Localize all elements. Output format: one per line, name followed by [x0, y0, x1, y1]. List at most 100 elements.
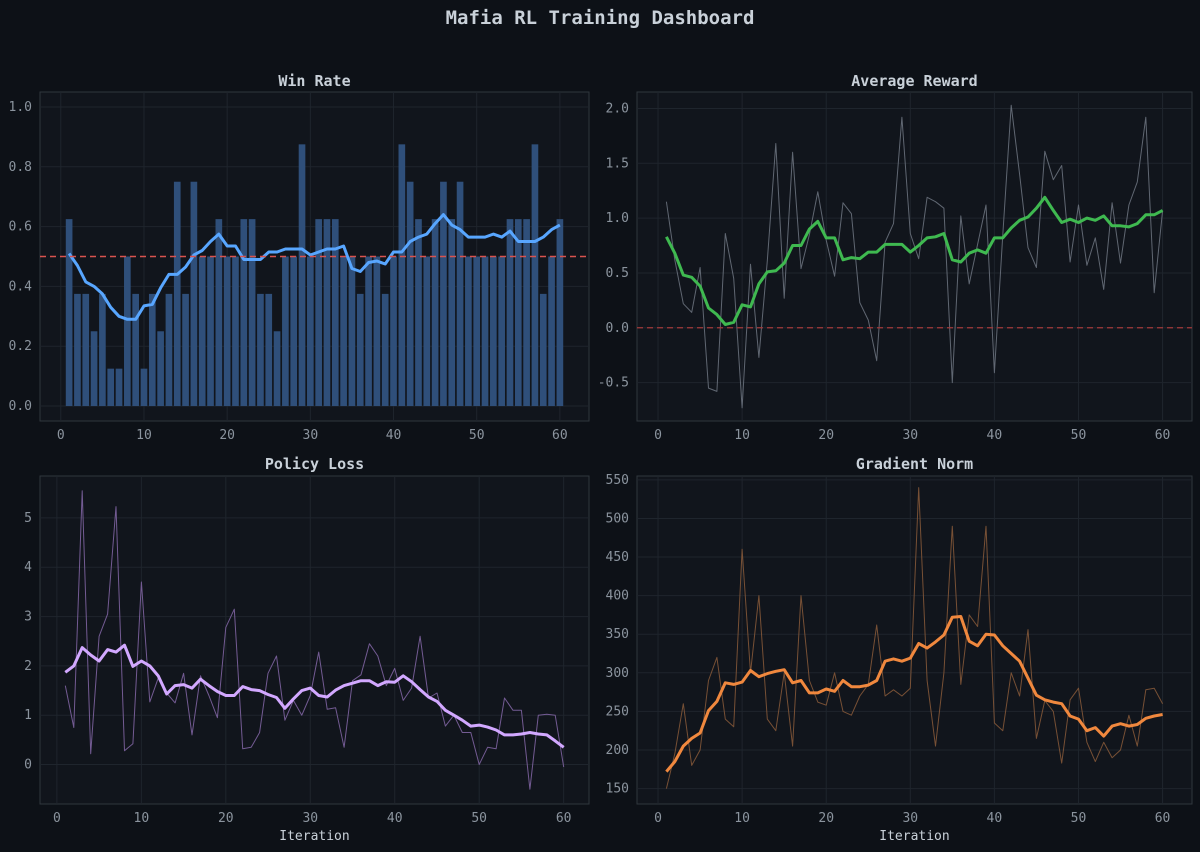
win-bar [165, 293, 173, 407]
win-bar [456, 181, 464, 407]
win-rate-title: Win Rate [278, 72, 350, 90]
win-x-tick-label: 10 [136, 428, 152, 443]
win-y-tick-label: 0.2 [9, 339, 32, 354]
win-bar [415, 219, 422, 407]
win-bar [498, 256, 505, 407]
loss-plot-area [39, 475, 590, 805]
win-bar [448, 219, 456, 407]
win-x-tick-label: 0 [57, 428, 65, 443]
reward-x-tick-label: 0 [654, 428, 662, 443]
loss-x-tick-label: 10 [134, 811, 150, 826]
reward-y-tick-label: 2.0 [606, 101, 629, 116]
win-x-tick-label: 60 [552, 428, 568, 443]
win-bar [65, 219, 73, 407]
reward-x-tick-label: 50 [1071, 428, 1087, 443]
grad-y-tick-label: 450 [606, 550, 629, 565]
win-bar [182, 293, 189, 407]
win-bar [140, 368, 148, 407]
win-bar [282, 256, 289, 407]
win-bar [548, 256, 555, 407]
win-x-tick-label: 20 [219, 428, 235, 443]
loss-x-tick-label: 20 [218, 811, 234, 826]
reward-raw-line [665, 104, 1164, 409]
loss-y-tick-label: 2 [24, 659, 32, 674]
win-y-tick-label: 0.6 [9, 220, 32, 235]
win-bar [423, 256, 431, 407]
grad-x-tick-label: 30 [902, 811, 918, 826]
win-x-tick-label: 40 [386, 428, 402, 443]
win-smoothed-line [67, 213, 561, 321]
reward-x-tick-label: 10 [734, 428, 750, 443]
loss-y-tick-label: 4 [24, 560, 32, 575]
win-bar [232, 256, 239, 407]
win-bar [514, 219, 522, 407]
dashboard-title: Mafia RL Training Dashboard [446, 7, 755, 29]
win-bar [207, 256, 214, 407]
win-bar [115, 368, 123, 407]
win-bar [273, 331, 281, 407]
win-bar [82, 293, 90, 407]
win-bar [190, 181, 198, 407]
win-bar [257, 293, 264, 407]
win-bar [373, 256, 381, 407]
win-bar [340, 256, 347, 407]
win-bar [490, 256, 497, 407]
win-bar [265, 293, 273, 407]
win-y-tick-label: 1.0 [9, 100, 32, 115]
grad-x-tick-label: 50 [1071, 811, 1087, 826]
grad-x-tick-label: 0 [654, 811, 662, 826]
win-bar [124, 256, 131, 407]
win-bar [290, 256, 298, 407]
grad-x-tick-label: 40 [987, 811, 1003, 826]
grad-y-tick-label: 250 [606, 704, 629, 719]
loss-x-tick-label: 40 [387, 811, 403, 826]
win-bar [99, 293, 106, 407]
win-x-tick-label: 50 [469, 428, 485, 443]
grad-y-tick-label: 200 [606, 743, 629, 758]
win-bar [331, 219, 339, 407]
reward-y-tick-label: 0.5 [606, 266, 629, 281]
grad-y-tick-label: 400 [606, 589, 629, 604]
loss-y-tick-label: 0 [24, 758, 32, 773]
win-bar [90, 331, 98, 407]
win-bar [223, 256, 231, 407]
win-plot-area [39, 91, 590, 422]
grad-y-tick-label: 550 [606, 473, 629, 488]
gradient-norm-title: Gradient Norm [856, 455, 973, 473]
reward-x-tick-label: 40 [987, 428, 1003, 443]
win-bar [173, 181, 181, 407]
win-bar [348, 256, 356, 407]
loss-smoothed-line [64, 643, 565, 749]
grad-y-tick-label: 300 [606, 666, 629, 681]
win-bar [481, 256, 489, 407]
policy-loss-chart: Policy Loss Iteration 0 10 20 30 40 50 60 0 1 2 3 4… [24, 455, 590, 844]
win-bar [356, 293, 364, 407]
win-bar [215, 219, 223, 407]
win-bar [465, 256, 472, 407]
gradient-norm-x-axis-label: Iteration [879, 829, 949, 844]
loss-plot-frame [39, 475, 590, 805]
reward-x-tick-label: 60 [1155, 428, 1171, 443]
reward-smoothed-line [665, 195, 1164, 326]
grad-x-tick-label: 20 [818, 811, 834, 826]
loss-x-tick-label: 30 [302, 811, 318, 826]
win-bar [506, 219, 514, 407]
win-bar [539, 293, 547, 407]
reward-y-tick-label: 1.5 [606, 156, 629, 171]
win-bar [323, 219, 331, 407]
win-y-tick-label: 0.0 [9, 399, 32, 414]
loss-x-tick-label: 0 [53, 811, 61, 826]
win-bar [523, 219, 530, 407]
loss-y-tick-label: 3 [24, 610, 32, 625]
reward-x-tick-label: 20 [818, 428, 834, 443]
win-bar [248, 219, 256, 407]
reward-plot-frame [636, 91, 1193, 422]
policy-loss-x-axis-label: Iteration [279, 829, 349, 844]
win-bar [315, 219, 322, 407]
grad-smoothed-line [665, 615, 1163, 773]
win-bar [556, 219, 564, 407]
grad-plot-area [636, 475, 1193, 805]
grad-raw-line [665, 487, 1164, 789]
grad-y-tick-label: 500 [606, 511, 629, 526]
